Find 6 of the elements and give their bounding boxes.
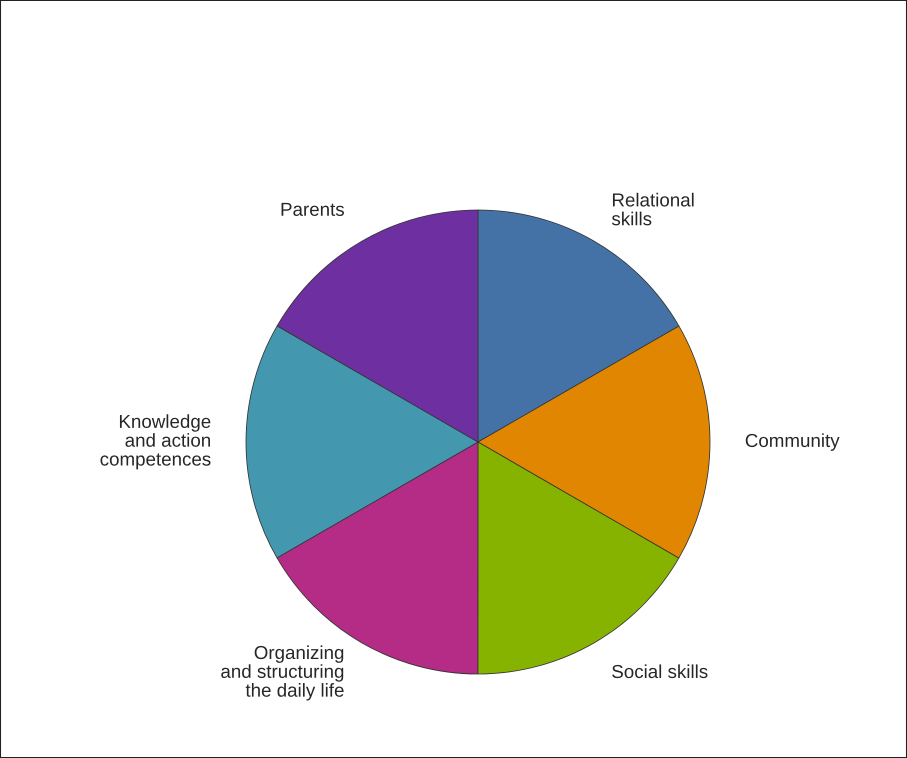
slice-label: Knowledge and action competences (100, 414, 211, 470)
slice-label: Community (746, 433, 840, 451)
slice-label: Parents (282, 202, 344, 216)
slice-label: Relational skills (612, 192, 694, 226)
slice-label: Social skills (612, 664, 708, 678)
slice-label: Organizing and structuring the daily life (221, 645, 344, 701)
